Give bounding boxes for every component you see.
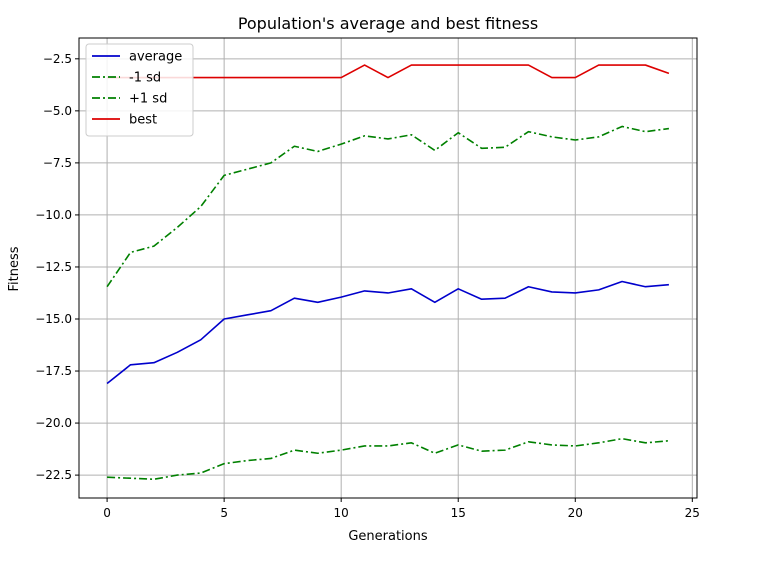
series-line-best (107, 64, 670, 79)
series-line-1-sd (106, 125, 670, 288)
y-axis-label: Fitness (7, 246, 22, 291)
legend-label: best (129, 113, 157, 128)
chart-title: Population's average and best fitness (238, 14, 538, 33)
series-lines (106, 64, 670, 481)
y-tick-label: −5.0 (43, 104, 72, 118)
y-tick-label: −15.0 (35, 312, 72, 326)
legend-box (85, 43, 194, 137)
legend-label: average (129, 50, 182, 65)
y-tick-label: −22.5 (35, 468, 72, 482)
x-tick-label: 15 (451, 506, 466, 520)
y-tick-label: −10.0 (35, 208, 72, 222)
x-tick-label: 10 (334, 506, 349, 520)
x-tick-label: 0 (103, 506, 111, 520)
plot-frame (78, 37, 698, 499)
y-tick-label: −2.5 (43, 52, 72, 66)
legend: average -1 sd +1 sd best (85, 43, 194, 137)
y-tick-label: −17.5 (35, 364, 72, 378)
legend-label: -1 sd (129, 71, 161, 86)
series-line-1-sd (107, 437, 669, 481)
legend-label: +1 sd (129, 92, 167, 107)
x-tick-label: 20 (568, 506, 583, 520)
x-tick-label: 5 (220, 506, 228, 520)
x-tick-label: 25 (685, 506, 700, 520)
x-axis-label: Generations (348, 529, 428, 544)
y-tick-label: −7.5 (43, 156, 72, 170)
grid (79, 38, 697, 498)
y-tick-label: −20.0 (35, 416, 72, 430)
axis-ticks: 0 5 10 15 20 25 −22.5 −20.0 −17.5 −15.0 −12.5 −10.0… (35, 52, 700, 520)
y-tick-label: −12.5 (35, 260, 72, 274)
series-line-average (106, 280, 669, 385)
